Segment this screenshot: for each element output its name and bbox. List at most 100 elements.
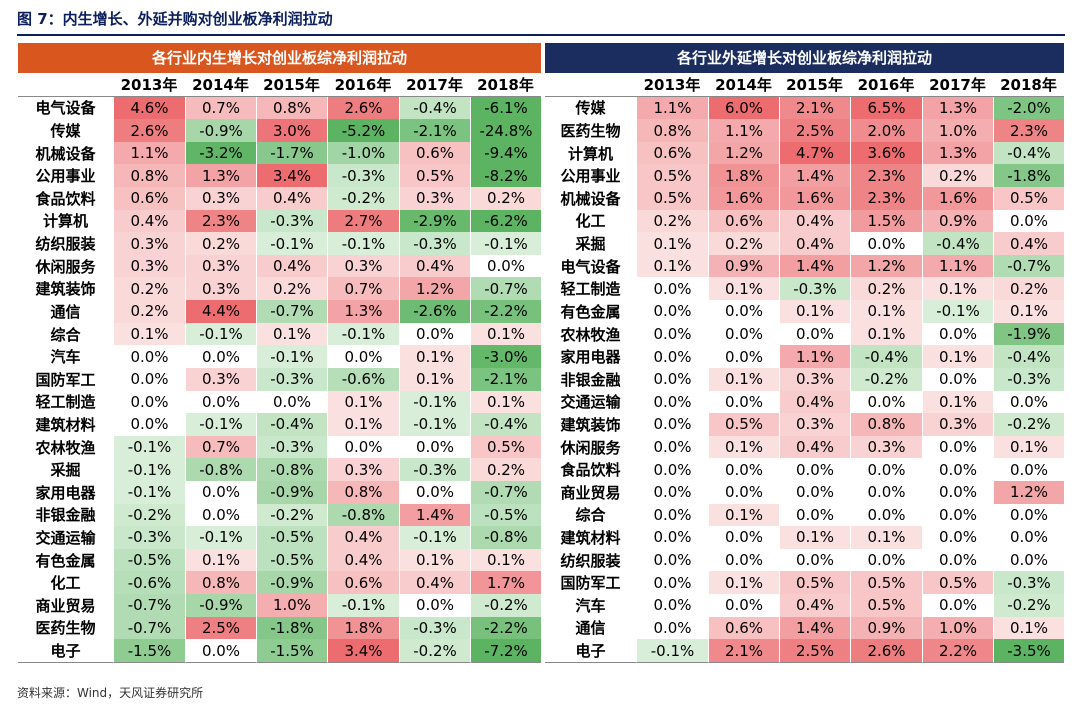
value-cell: 0.1% (708, 367, 779, 391)
value-cell: 0.6% (708, 616, 779, 640)
value-cell: 0.8% (636, 119, 708, 142)
value-cell: 0.0% (636, 571, 708, 595)
industry-label: 传媒 (50, 122, 81, 141)
value-cell: -0.4% (993, 141, 1064, 165)
source-note: 资料来源：Wind，天风证券研究所 (17, 686, 204, 700)
value-cell: -0.2% (850, 367, 922, 391)
industry-label: 建筑装饰 (35, 280, 96, 299)
value-cell: 0.2% (185, 232, 256, 255)
value-cell: 0.0% (636, 594, 708, 617)
table-row: 计算机 0.4% 2.3% -0.3% 2.7% -2.9% -6.2% (18, 209, 541, 233)
value-cell: 0.9% (850, 616, 922, 640)
year-header: 2016年 (327, 73, 399, 97)
value-cell: 1.2% (993, 480, 1064, 504)
value-cell: 0.5% (850, 571, 922, 595)
value-cell: 0.5% (470, 435, 541, 459)
value-cell: 0.0% (708, 345, 779, 368)
value-cell: -0.3% (399, 458, 470, 481)
value-cell: 0.0% (113, 345, 185, 368)
table-row: 商业贸易 0.0% 0.0% 0.0% 0.0% 0.0% 1.2% (545, 480, 1064, 504)
value-cell: 0.4% (256, 187, 327, 210)
value-cell: 2.5% (779, 119, 850, 142)
industry-label: 农林牧渔 (35, 438, 96, 457)
table-row: 机械设备 1.1% -3.2% -1.7% -1.0% 0.6% -9.4% (18, 141, 541, 165)
value-cell: -0.4% (922, 232, 993, 255)
value-cell: 1.1% (779, 345, 850, 368)
value-cell: 1.6% (708, 187, 779, 210)
value-cell: -3.2% (185, 141, 256, 165)
value-cell: 0.5% (993, 187, 1064, 210)
value-cell: 0.0% (779, 548, 850, 572)
value-cell: -0.2% (327, 187, 399, 210)
industry-label: 计算机 (42, 212, 88, 231)
value-cell: -0.1% (399, 413, 470, 436)
value-cell: 0.0% (850, 390, 922, 414)
value-cell: 0.0% (850, 232, 922, 255)
industry-label: 家用电器 (560, 348, 621, 367)
value-cell: 0.0% (779, 322, 850, 346)
value-cell: 0.0% (922, 458, 993, 481)
value-cell: -0.4% (993, 345, 1064, 368)
value-cell: 0.1% (779, 526, 850, 549)
industry-label: 有色金属 (560, 302, 621, 321)
value-cell: -0.5% (256, 548, 327, 572)
table-row: 汽车 0.0% 0.0% 0.4% 0.5% 0.0% -0.2% (545, 594, 1064, 617)
value-cell: 0.0% (708, 548, 779, 572)
table-row: 采掘 -0.1% -0.8% -0.8% 0.3% -0.3% 0.2% (18, 458, 541, 481)
value-cell: -2.2% (470, 616, 541, 640)
value-cell: 0.0% (636, 503, 708, 527)
value-cell: -0.2% (993, 413, 1064, 436)
industry-label: 国防军工 (35, 370, 96, 389)
value-cell: 0.1% (922, 277, 993, 301)
value-cell: 0.4% (399, 571, 470, 595)
value-cell: 0.7% (185, 96, 256, 120)
table-row: 机械设备 0.5% 1.6% 1.6% 2.3% 1.6% 0.5% (545, 187, 1064, 210)
value-cell: 2.5% (779, 639, 850, 663)
value-cell: 0.3% (850, 435, 922, 459)
value-cell: 0.6% (399, 141, 470, 165)
value-cell: 0.1% (850, 300, 922, 323)
industry-label: 商业贸易 (560, 483, 621, 502)
value-cell: 1.3% (922, 96, 993, 120)
value-cell: 3.4% (256, 164, 327, 188)
value-cell: 0.2% (850, 277, 922, 301)
value-cell: 0.0% (708, 390, 779, 414)
value-cell: 0.2% (113, 300, 185, 323)
value-cell: 1.2% (399, 277, 470, 301)
value-cell: 0.0% (399, 435, 470, 459)
industry-label: 农林牧渔 (560, 325, 621, 344)
value-cell: 1.4% (779, 616, 850, 640)
acquisition-growth-table: 2013年 2014年 2015年 2016年 2017年 2018年 传媒 1.1% 6.0… (545, 73, 1064, 663)
value-cell: 0.5% (708, 413, 779, 436)
industry-label: 采掘 (50, 461, 81, 480)
value-cell: 0.1% (850, 526, 922, 549)
value-cell: -0.1% (470, 232, 541, 255)
value-cell: -3.0% (470, 345, 541, 368)
value-cell: -1.5% (256, 639, 327, 663)
industry-label: 家用电器 (35, 483, 96, 502)
value-cell: 0.0% (185, 503, 256, 527)
value-cell: -0.1% (185, 413, 256, 436)
value-cell: 1.6% (779, 187, 850, 210)
value-cell: 1.3% (922, 141, 993, 165)
year-header: 2014年 (708, 73, 779, 97)
value-cell: 0.0% (922, 594, 993, 617)
organic-growth-panel: 各行业内生增长对创业板综净利润拉动 2013年 2014年 2015年 2016年 20… (18, 43, 541, 663)
value-cell: -6.2% (470, 209, 541, 233)
table-row: 传媒 2.6% -0.9% 3.0% -5.2% -2.1% -24.8% (18, 119, 541, 142)
industry-label: 化工 (575, 212, 606, 231)
table-row: 纺织服装 0.0% 0.0% 0.0% 0.0% 0.0% 0.0% (545, 548, 1064, 572)
industry-label: 休闲服务 (35, 257, 96, 276)
value-cell: 0.1% (470, 322, 541, 346)
value-cell: 0.3% (779, 413, 850, 436)
value-cell: 0.0% (922, 322, 993, 346)
value-cell: -0.7% (470, 277, 541, 301)
table-row: 采掘 0.1% 0.2% 0.4% 0.0% -0.4% 0.4% (545, 232, 1064, 255)
value-cell: -0.2% (113, 503, 185, 527)
table-row: 家用电器 -0.1% 0.0% -0.9% 0.8% 0.0% -0.7% (18, 480, 541, 504)
value-cell: 0.0% (708, 458, 779, 481)
value-cell: 0.7% (327, 277, 399, 301)
value-cell: 0.6% (113, 187, 185, 210)
industry-label: 休闲服务 (560, 438, 621, 457)
value-cell: 0.4% (327, 526, 399, 549)
